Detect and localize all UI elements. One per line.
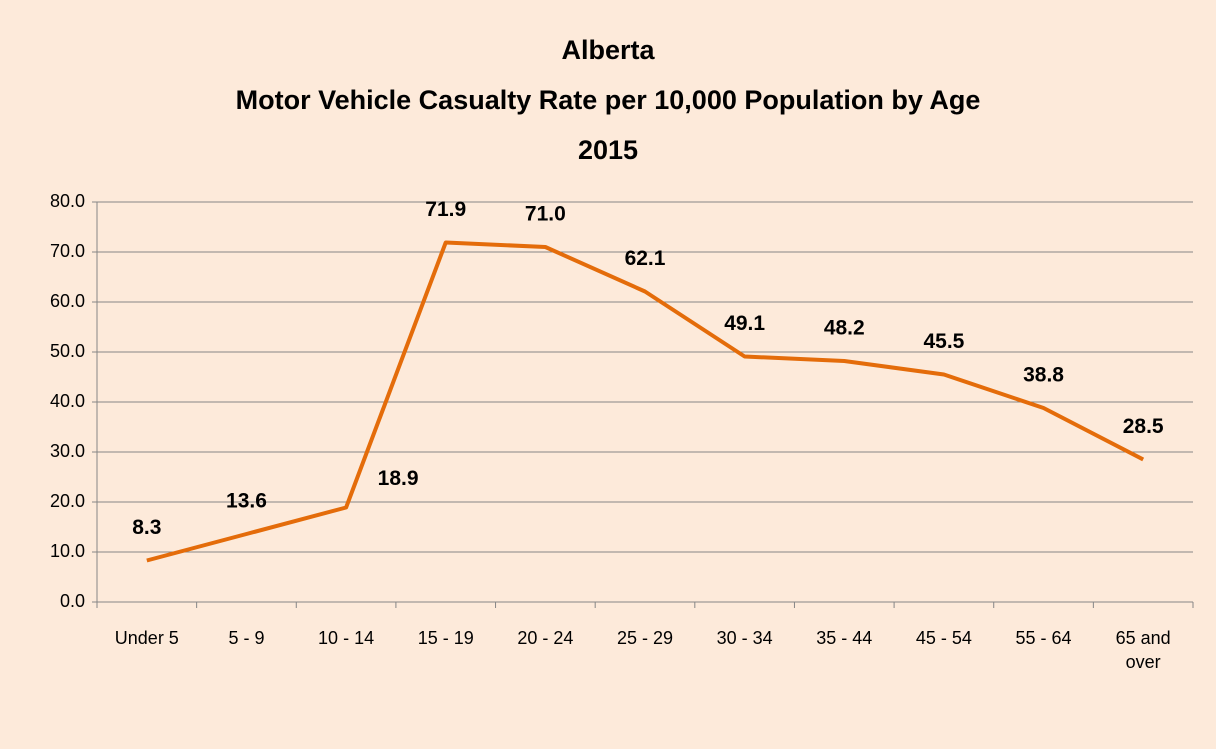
data-label: 8.3 [132,516,161,539]
data-label: 18.9 [378,467,419,490]
x-tick-label: 55 - 64 [1015,628,1072,648]
chart-title: 2015 [578,135,638,165]
y-tick-label: 80.0 [50,191,85,211]
x-tick-label: 15 - 19 [417,628,474,648]
line-series [146,240,1145,563]
data-label: 48.2 [824,317,865,340]
x-tick-label: 35 - 44 [816,628,873,648]
chart-title: Motor Vehicle Casualty Rate per 10,000 P… [236,85,981,115]
x-tick-label: 20 - 24 [517,628,574,648]
x-tick-label: 5 - 9 [228,628,265,648]
data-label: 71.9 [425,198,466,221]
x-tick-label: 45 - 54 [915,628,972,648]
y-tick-label: 70.0 [50,241,85,261]
y-tick-label: 40.0 [50,391,85,411]
data-label: 28.5 [1123,415,1164,438]
y-tick-label: 50.0 [50,341,85,361]
data-label: 49.1 [724,312,765,335]
x-tick-label: 30 - 34 [716,628,773,648]
x-tick-label: Under 5 [114,628,179,648]
data-label: 45.5 [923,330,964,353]
x-tick-label: 65 and over [1115,628,1171,672]
chart-title: Alberta [561,35,655,65]
y-tick-label: 20.0 [50,491,85,511]
y-tick-label: 30.0 [50,441,85,461]
data-label: 71.0 [525,203,566,226]
y-tick-label: 0.0 [60,591,85,611]
y-tick-label: 60.0 [50,291,85,311]
x-tick-label: 25 - 29 [616,628,674,648]
y-tick-label: 10.0 [50,541,85,561]
data-label: 38.8 [1023,364,1064,387]
x-tick-label: 10 - 14 [318,628,375,648]
data-label: 13.6 [226,490,267,513]
data-label: 62.1 [625,247,666,270]
